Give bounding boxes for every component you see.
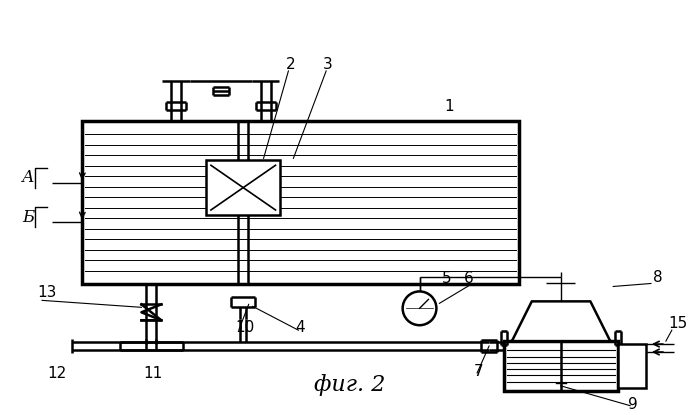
Text: 12: 12: [47, 366, 66, 381]
Bar: [504, 341, 618, 391]
Text: 1: 1: [444, 99, 454, 114]
Text: Б: Б: [22, 209, 34, 226]
Text: 3: 3: [323, 57, 333, 72]
Bar: [82, 121, 519, 284]
Text: 13: 13: [37, 286, 57, 300]
Text: А: А: [22, 169, 35, 186]
Text: 7: 7: [474, 364, 484, 379]
Text: 4: 4: [295, 320, 305, 335]
Text: 11: 11: [144, 366, 162, 381]
Text: фиг. 2: фиг. 2: [314, 374, 386, 396]
Bar: [618, 344, 646, 388]
Polygon shape: [512, 301, 610, 341]
Text: 5: 5: [442, 271, 451, 286]
Text: 15: 15: [668, 316, 687, 331]
Text: 10: 10: [236, 320, 255, 335]
Text: 8: 8: [653, 269, 663, 285]
Text: 2: 2: [286, 57, 295, 72]
Text: 6: 6: [464, 271, 474, 286]
Bar: [206, 160, 281, 215]
Text: 9: 9: [628, 397, 638, 412]
